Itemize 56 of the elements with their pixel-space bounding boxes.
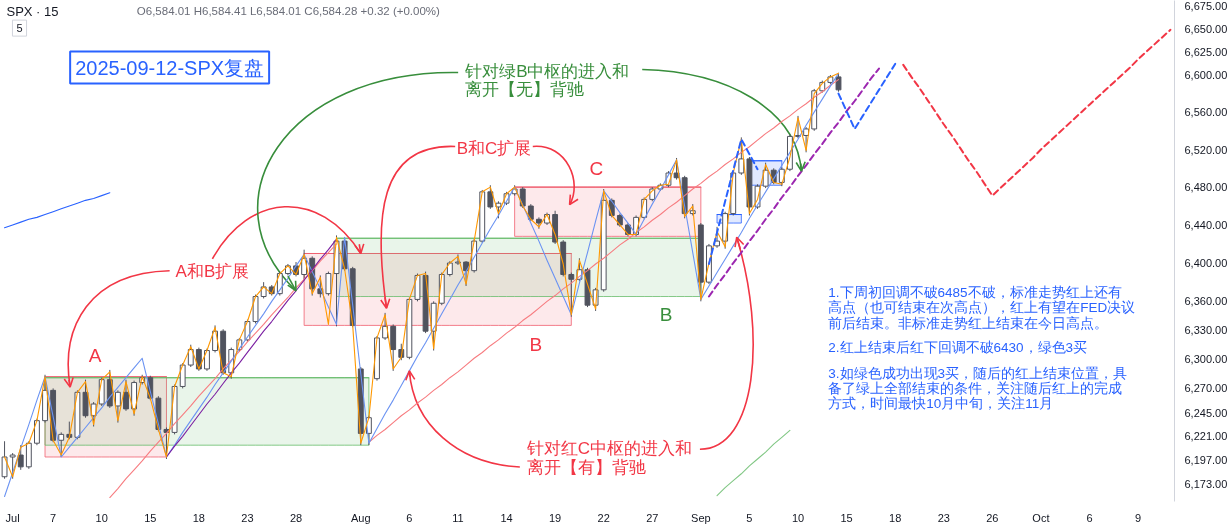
annotation: B <box>529 334 543 356</box>
annotation: 针对绿B中枢的进入和离开【无】背驰 <box>464 62 630 100</box>
y-tick-label: 6,300.00 <box>1184 353 1228 366</box>
y-tick-label: 6,270.00 <box>1184 382 1228 395</box>
x-tick-label: 10 <box>95 511 108 524</box>
annotation: B和C扩展 <box>456 138 532 158</box>
y-tick-label: 6,650.00 <box>1184 22 1228 35</box>
annotation: A <box>88 345 102 367</box>
annotation: 2.红上结束后红下回调不破6430，绿色3买 <box>828 340 1088 356</box>
annotation: 针对红C中枢的进入和离开【有】背驰 <box>525 438 693 477</box>
x-tick-label: 23 <box>937 511 950 524</box>
x-tick-label: 15 <box>840 511 853 524</box>
x-tick-label: 18 <box>889 511 902 524</box>
x-tick-label: 28 <box>289 511 303 524</box>
y-tick-label: 6,360.00 <box>1184 295 1228 308</box>
y-tick-label: 6,330.00 <box>1184 324 1228 337</box>
annotation: 1.下周初回调不破6485不破，标准走势红上还有高点（也可结束在次高点），红上有望在FED决议前后结束。非标准走势红上结束在今日高点。 <box>828 284 1136 331</box>
annotation: 3.如绿色成功出现3买，随后的红上结束位置，具备了绿上全部结束的条件，关注随后红上的完成方式，时间最快10月中旬，关注11月 <box>828 365 1128 412</box>
x-tick-label: 19 <box>549 511 562 524</box>
x-tick-label: 18 <box>192 511 205 524</box>
x-tick-label: 11 <box>452 511 464 524</box>
text: 2025-09-12-SPX复盘 <box>75 56 265 79</box>
x-tick-label: 15 <box>144 511 157 524</box>
y-tick-label: 6,221.00 <box>1184 430 1228 443</box>
annotation: C <box>589 157 604 179</box>
x-tick-label: Jul <box>5 511 20 524</box>
x-tick-label: 5 <box>746 511 753 524</box>
x-tick-label: 7 <box>50 511 57 524</box>
y-tick-label: 6,625.00 <box>1184 45 1228 58</box>
annotation: 5 <box>16 22 23 35</box>
x-tick-label: 10 <box>791 511 805 524</box>
x-tick-label: 23 <box>241 511 254 524</box>
x-tick-label: 27 <box>646 511 659 524</box>
chart-subtitle: SPX · 15 <box>6 3 59 19</box>
annotation: A和B扩展 <box>175 262 250 282</box>
x-tick-label: Oct <box>1032 511 1050 524</box>
x-tick-label: 22 <box>597 511 610 524</box>
x-tick-label: 6 <box>406 511 413 524</box>
x-tick-label: Aug <box>351 511 371 524</box>
y-tick-label: 6,520.00 <box>1184 143 1228 156</box>
y-tick-label: 6,440.00 <box>1184 218 1228 231</box>
y-tick-label: 6,600.00 <box>1184 69 1228 82</box>
y-tick-label: 6,480.00 <box>1184 181 1228 194</box>
y-tick-label: 6,173.00 <box>1184 477 1228 490</box>
y-tick-label: 6,675.00 <box>1184 0 1228 12</box>
x-tick-label: Sep <box>691 511 711 524</box>
x-tick-label: 14 <box>500 511 513 524</box>
y-tick-label: 6,560.00 <box>1184 106 1228 119</box>
y-tick-label: 6,197.00 <box>1184 453 1228 466</box>
y-tick-label: 6,400.00 <box>1184 257 1228 270</box>
annotation: O6,584.01 H6,584.41 L6,584.01 C6,584.28 +0.32 (+0.00%) <box>136 5 441 18</box>
annotation: B <box>659 303 673 325</box>
x-tick-label: 6 <box>1086 511 1093 524</box>
x-tick-label: 26 <box>986 511 999 524</box>
y-tick-label: 6,245.00 <box>1184 406 1228 419</box>
x-tick-label: 9 <box>1135 511 1142 524</box>
